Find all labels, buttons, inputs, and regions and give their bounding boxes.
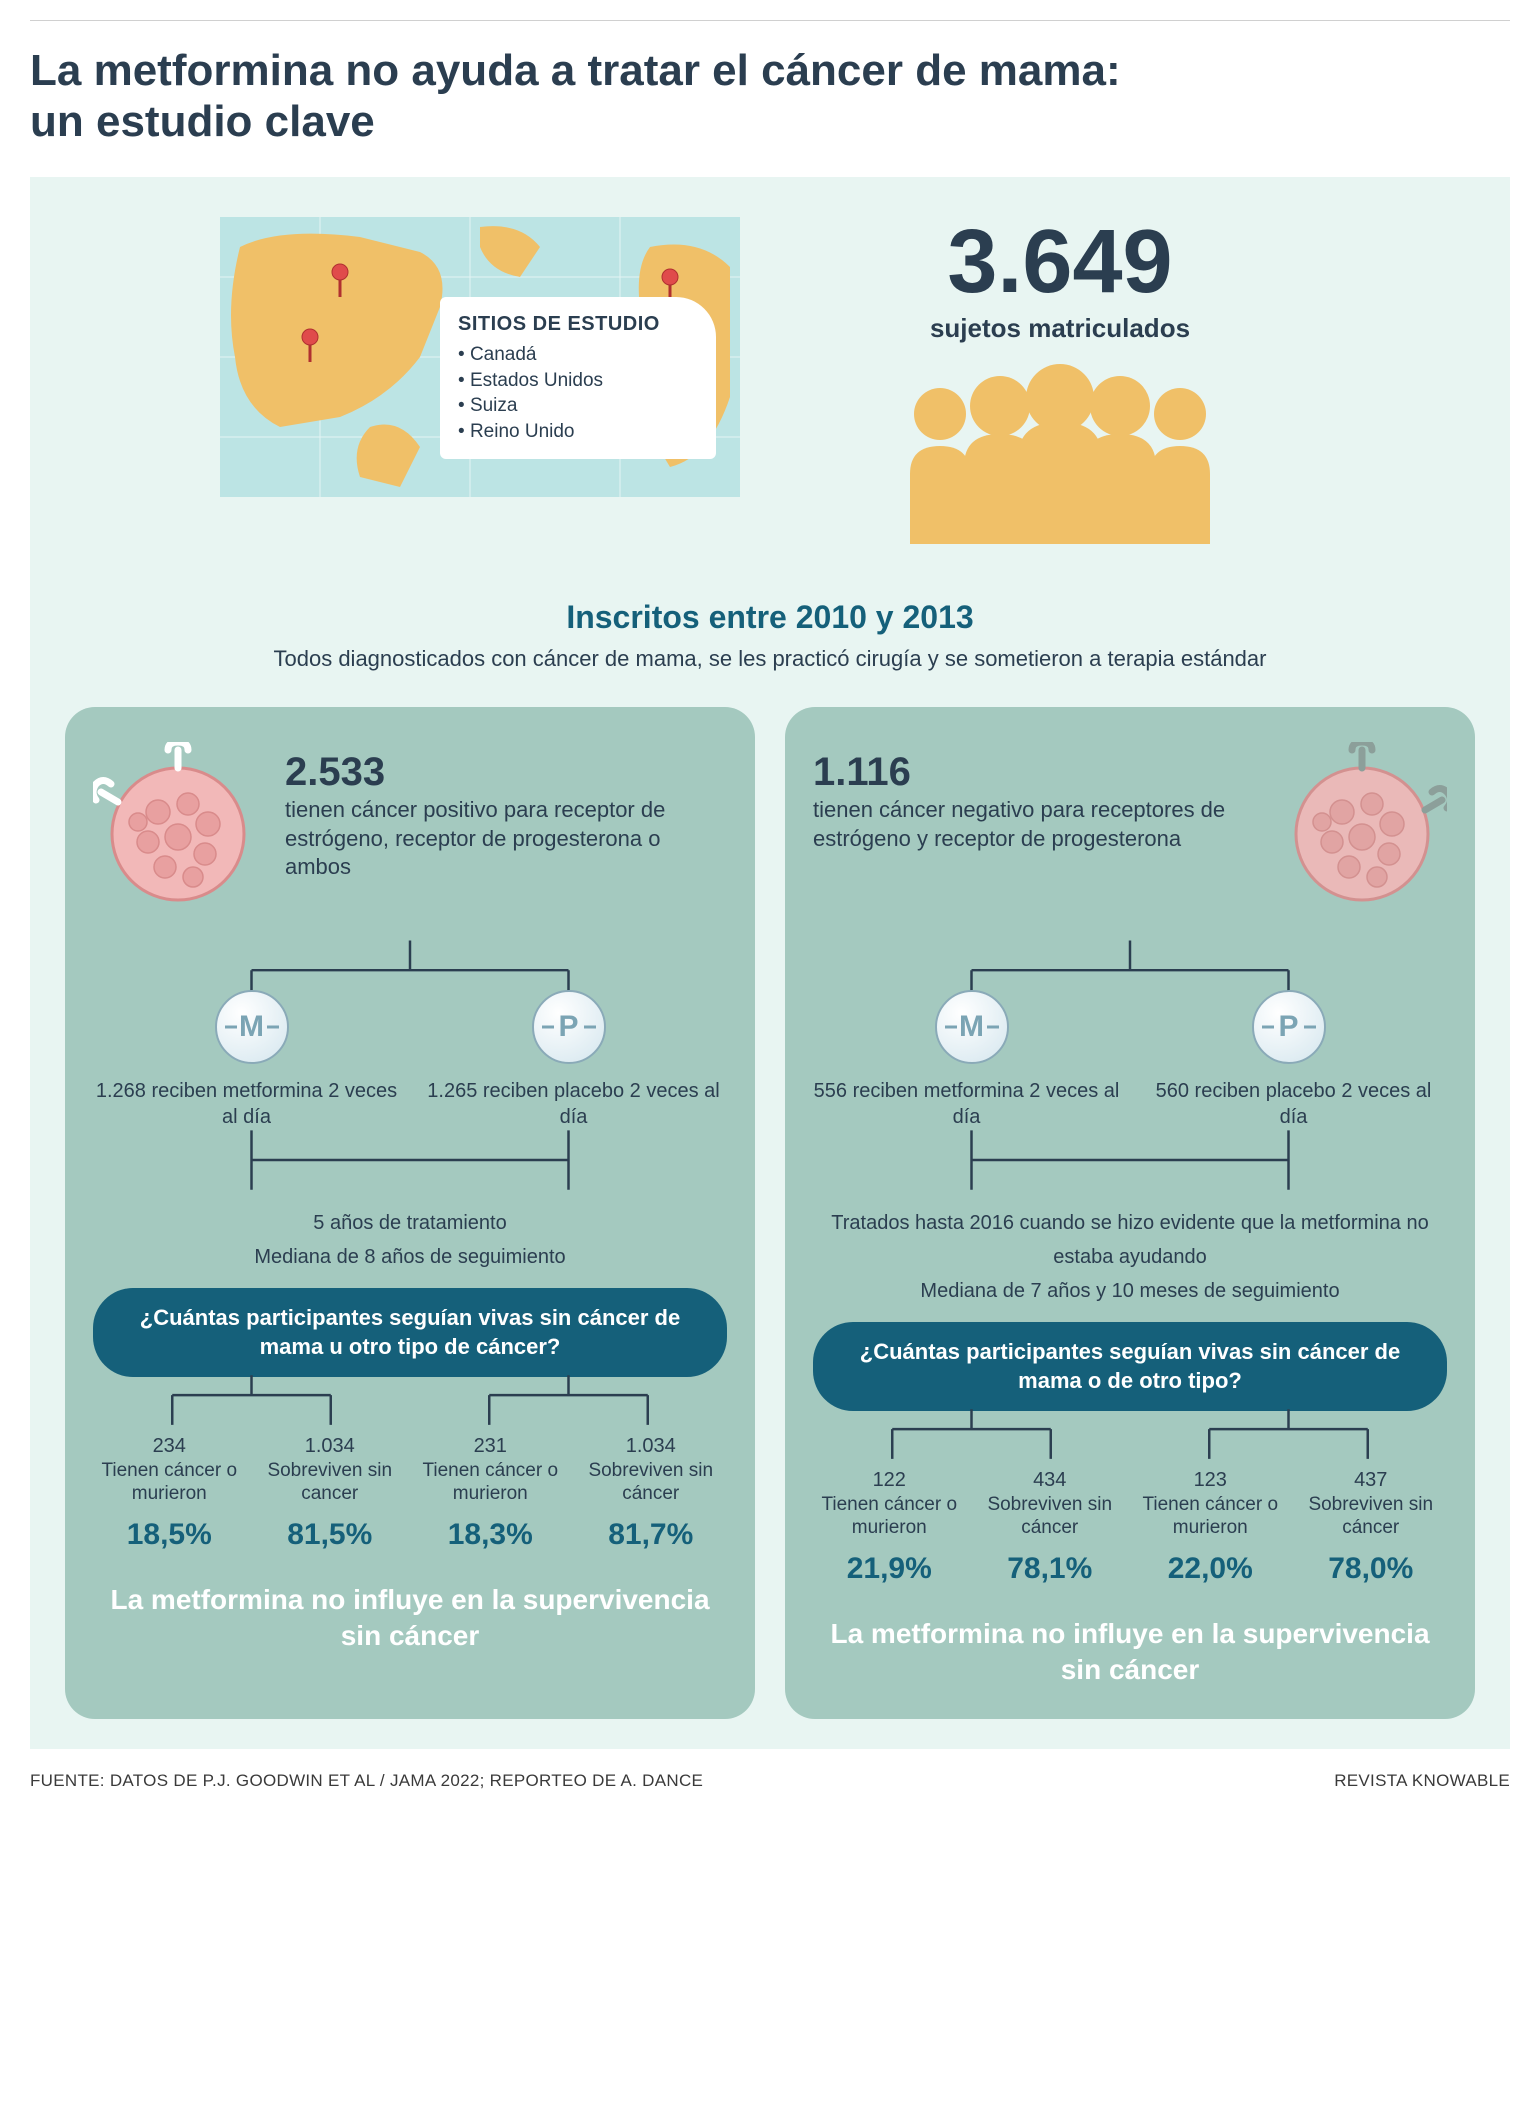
outcome-cell: 231 Tienen cáncer o murieron 18,3%	[414, 1435, 567, 1552]
outcome-connector-icon	[93, 1375, 727, 1435]
map-label: SITIOS DE ESTUDIO • Canadá • Estados Uni…	[440, 297, 716, 459]
pill-metformin-icon: M	[215, 990, 289, 1064]
outcome-cell: 437 Sobreviven sin cáncer 78,0%	[1295, 1469, 1448, 1586]
footer-brand: REVISTA KNOWABLE	[1334, 1771, 1510, 1791]
outcome-cell: 434 Sobreviven sin cáncer 78,1%	[974, 1469, 1127, 1586]
panel-right-desc: tienen cáncer negativo para receptores d…	[813, 796, 1255, 853]
people-group-icon	[870, 364, 1250, 544]
arm-m-label: 556 reciben metformina 2 veces al día	[813, 1078, 1120, 1130]
enrollment-label: sujetos matriculados	[800, 313, 1320, 344]
panel-er-positive: 2.533 tienen cáncer positivo para recept…	[65, 707, 755, 1719]
arm-p-label: 1.265 reciben placebo 2 veces al día	[420, 1078, 727, 1130]
page-title: La metformina no ayuda a tratar el cánce…	[30, 46, 1130, 147]
outcome-cell: 234 Tienen cáncer o murieron 18,5%	[93, 1435, 246, 1552]
mid-line-2: Mediana de 7 años y 10 meses de seguimie…	[813, 1274, 1447, 1308]
map-section: SITIOS DE ESTUDIO • Canadá • Estados Uni…	[220, 217, 740, 497]
map-site-3: • Reino Unido	[458, 419, 660, 445]
mid-line-1: 5 años de tratamiento	[93, 1206, 727, 1240]
mid-connector-icon	[93, 1130, 727, 1200]
mid-connector-icon	[813, 1130, 1447, 1200]
enrollment-section: 3.649 sujetos matriculados	[800, 217, 1320, 549]
arm-p-label: 560 reciben placebo 2 veces al día	[1140, 1078, 1447, 1130]
section-title: Inscritos entre 2010 y 2013	[65, 599, 1475, 636]
outcome-connector-icon	[813, 1409, 1447, 1469]
panel-left-desc: tienen cáncer positivo para receptor de …	[285, 796, 727, 882]
map-site-2: • Suiza	[458, 393, 660, 419]
pill-placebo-icon: P	[532, 990, 606, 1064]
pill-placebo-icon: P	[1252, 990, 1326, 1064]
arm-m-label: 1.268 reciben metformina 2 veces al día	[93, 1078, 400, 1130]
map-label-title: SITIOS DE ESTUDIO	[458, 311, 660, 338]
outcome-cell: 1.034 Sobreviven sin cáncer 81,7%	[575, 1435, 728, 1552]
question-bar: ¿Cuántas participantes seguían vivas sin…	[93, 1288, 727, 1377]
map-site-0: • Canadá	[458, 342, 660, 368]
panel-left-n: 2.533	[285, 752, 727, 792]
cancer-cell-icon	[1277, 742, 1447, 912]
enrollment-number: 3.649	[800, 217, 1320, 307]
infographic-panel: SITIOS DE ESTUDIO • Canadá • Estados Uni…	[30, 177, 1510, 1749]
map-site-1: • Estados Unidos	[458, 368, 660, 394]
outcome-cell: 123 Tienen cáncer o murieron 22,0%	[1134, 1469, 1287, 1586]
panel-conclusion: La metformina no influye en la supervive…	[813, 1616, 1447, 1689]
cancer-cell-icon	[93, 742, 263, 912]
section-subtitle: Todos diagnosticados con cáncer de mama,…	[65, 646, 1475, 672]
panel-right-n: 1.116	[813, 752, 1255, 792]
pill-metformin-icon: M	[935, 990, 1009, 1064]
panel-conclusion: La metformina no influye en la supervive…	[93, 1582, 727, 1655]
footer-source: FUENTE: DATOS DE P.J. GOODWIN ET AL / JA…	[30, 1771, 703, 1791]
mid-line-2: Mediana de 8 años de seguimiento	[93, 1240, 727, 1274]
question-bar: ¿Cuántas participantes seguían vivas sin…	[813, 1322, 1447, 1411]
outcome-cell: 1.034 Sobreviven sin cancer 81,5%	[254, 1435, 407, 1552]
outcome-cell: 122 Tienen cáncer o murieron 21,9%	[813, 1469, 966, 1586]
panel-er-negative: 1.116 tienen cáncer negativo para recept…	[785, 707, 1475, 1719]
mid-line-1: Tratados hasta 2016 cuando se hizo evide…	[813, 1206, 1447, 1274]
